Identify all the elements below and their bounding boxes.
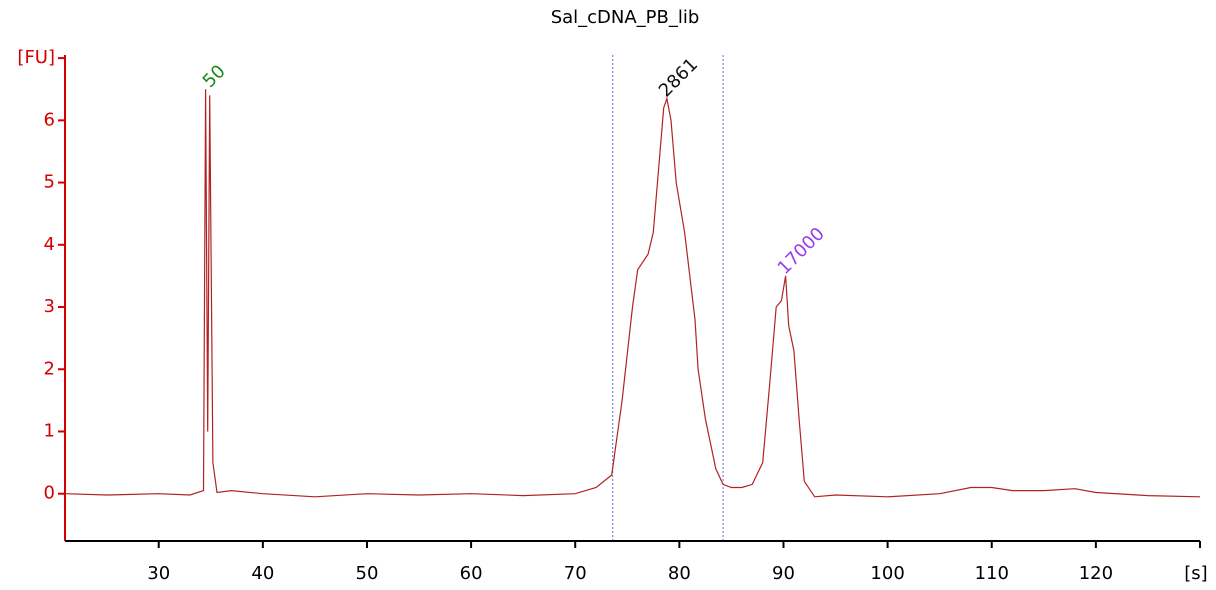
x-tick-label: 80 (668, 563, 691, 584)
y-tick-label: 5 (44, 172, 55, 193)
chart-title: Sal_cDNA_PB_lib (551, 7, 700, 28)
y-tick-label: 4 (44, 234, 55, 255)
y-tick-label: 6 (44, 109, 55, 130)
peak-label: 50 (199, 61, 230, 92)
x-tick-label: 120 (1079, 563, 1113, 584)
x-tick-label: 30 (147, 563, 170, 584)
x-tick-label: 90 (772, 563, 795, 584)
trace (64, 89, 1201, 498)
x-tick-label: 50 (356, 563, 379, 584)
peak-label: 17000 (774, 223, 829, 278)
y-tick-label: 1 (44, 420, 55, 441)
x-tick-label: [s] (1184, 563, 1207, 584)
x-tick-label: 40 (251, 563, 274, 584)
x-tick-label: 70 (564, 563, 587, 584)
peak-label: 2861 (655, 54, 702, 101)
x-tick-label: 110 (975, 563, 1009, 584)
y-tick-label: 3 (44, 296, 55, 317)
y-tick-label: [FU] (17, 47, 55, 68)
x-tick-label: 60 (460, 563, 483, 584)
x-tick-label: 100 (870, 563, 904, 584)
y-tick-label: 0 (44, 483, 55, 504)
y-tick-label: 2 (44, 358, 55, 379)
